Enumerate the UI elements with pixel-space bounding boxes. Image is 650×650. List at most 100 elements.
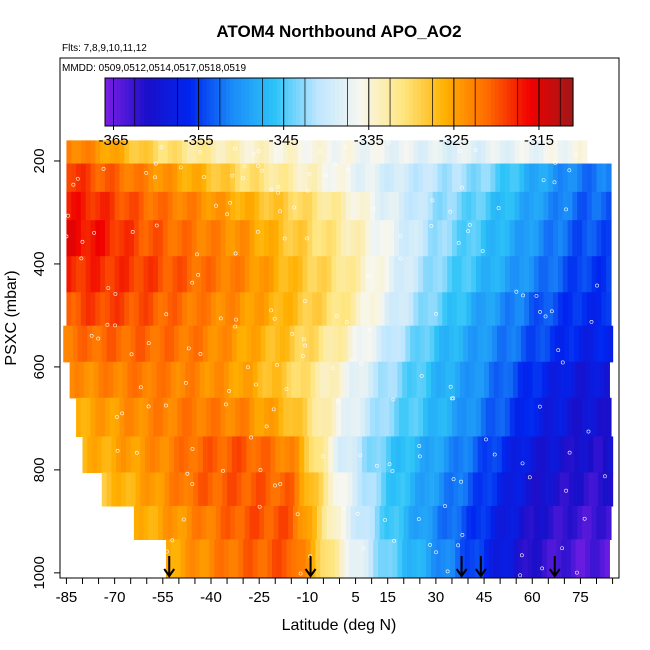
sample-point [202, 175, 206, 179]
heatmap-cell [196, 505, 202, 540]
heatmap-cell [451, 220, 458, 257]
sample-point [223, 402, 228, 407]
heatmap-cell [133, 163, 140, 193]
heatmap-cell [246, 436, 252, 474]
heatmap-cell [175, 361, 182, 399]
colorbar-segment [202, 78, 207, 126]
heatmap-cell [535, 472, 541, 507]
heatmap-cell [593, 325, 599, 363]
heatmap-cell [521, 472, 527, 507]
heatmap-cell [384, 505, 390, 540]
heatmap-cell [374, 140, 381, 165]
heatmap-cell [191, 191, 198, 221]
heatmap-cell [180, 361, 186, 399]
heatmap-cell [389, 505, 395, 540]
heatmap-cell [172, 220, 178, 257]
heatmap-cell [76, 191, 82, 221]
heatmap-cell [230, 163, 236, 193]
colorbar-segment [183, 78, 188, 126]
sample-point [113, 323, 117, 328]
heatmap-cell [317, 163, 323, 193]
sample-point [233, 324, 238, 329]
heatmap-cell [582, 191, 588, 221]
colorbar-segment [487, 78, 492, 126]
heatmap-cell [95, 140, 101, 165]
heatmap-cell [286, 539, 292, 578]
heatmap-cell [519, 505, 525, 540]
heatmap-cell [345, 292, 352, 327]
heatmap-cell [495, 292, 501, 327]
colorbar-segment [303, 78, 309, 126]
heatmap-cell [432, 191, 439, 221]
heatmap-cell [239, 220, 246, 257]
sample-point [460, 185, 464, 190]
heatmap-cell [548, 505, 554, 540]
colorbar-segment [206, 78, 211, 126]
heatmap-cell [522, 539, 529, 578]
heatmap-cell [267, 539, 273, 578]
heatmap-cell [480, 397, 487, 438]
heatmap-cell [459, 539, 466, 578]
heatmap-cell [418, 140, 424, 165]
heatmap-cell [283, 397, 289, 438]
heatmap-cell [516, 472, 522, 507]
heatmap-cell [264, 191, 270, 221]
sample-point [538, 310, 542, 314]
heatmap-cell [159, 436, 166, 474]
heatmap-cell [485, 163, 492, 193]
heatmap-cell [591, 163, 598, 193]
heatmap-cell [230, 292, 236, 327]
x-tick-label: 30 [428, 589, 445, 606]
sample-point [540, 566, 545, 571]
heatmap-cell [463, 472, 469, 507]
heatmap-cell [302, 256, 308, 293]
heatmap-cell [527, 361, 533, 399]
heatmap-cell [392, 539, 398, 578]
colorbar-segment [510, 78, 516, 126]
heatmap-cell [143, 292, 149, 327]
heatmap-cell [235, 220, 241, 257]
colorbar-segment [436, 78, 441, 126]
sample-point [519, 553, 524, 558]
heatmap-cell [325, 361, 331, 399]
heatmap-cell [201, 140, 207, 165]
heatmap-cell [548, 397, 554, 438]
heatmap-cell [360, 191, 366, 221]
heatmap-cell [88, 361, 95, 399]
colorbar-frame [104, 77, 574, 127]
sample-point [473, 148, 478, 153]
heatmap-cell [312, 256, 318, 293]
heatmap-cell [259, 220, 265, 257]
heatmap-cell [357, 472, 363, 507]
heatmap-cell [336, 505, 342, 540]
heatmap-cell [360, 397, 366, 438]
heatmap-cell [529, 220, 535, 257]
heatmap-cell [292, 292, 299, 327]
heatmap-cell [76, 292, 82, 327]
heatmap-cell [125, 325, 132, 363]
heatmap-cell [557, 191, 564, 221]
heatmap-cell [231, 472, 238, 507]
heatmap-cell [72, 325, 79, 363]
sample-point [230, 173, 235, 178]
heatmap-cell [268, 140, 275, 165]
heatmap-cell [288, 140, 294, 165]
heatmap-cell [180, 539, 186, 578]
heatmap-cell [429, 472, 435, 507]
colorbar-tick-label: -325 [439, 132, 469, 149]
heatmap-cell [543, 140, 549, 165]
heatmap-cell [294, 436, 300, 474]
heatmap-cell [193, 472, 199, 507]
heatmap-cell [577, 163, 583, 193]
colorbar-segment [144, 78, 149, 126]
heatmap-cell [350, 256, 357, 293]
heatmap-cell [66, 292, 72, 327]
heatmap-cell [157, 256, 164, 293]
heatmap-cell [345, 163, 352, 193]
heatmap-cell [484, 361, 490, 399]
sample-point [361, 546, 366, 551]
heatmap-cell [527, 539, 533, 578]
colorbar-segment [327, 78, 332, 126]
colorbar-segment [335, 78, 340, 126]
heatmap-cell [353, 539, 360, 578]
